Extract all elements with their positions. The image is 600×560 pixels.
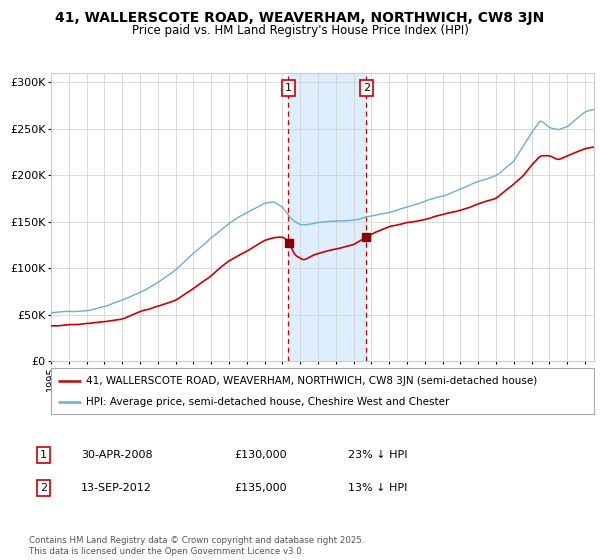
Text: 41, WALLERSCOTE ROAD, WEAVERHAM, NORTHWICH, CW8 3JN (semi-detached house): 41, WALLERSCOTE ROAD, WEAVERHAM, NORTHWI… xyxy=(86,376,538,386)
Text: £135,000: £135,000 xyxy=(234,483,287,493)
Text: £130,000: £130,000 xyxy=(234,450,287,460)
Text: 2: 2 xyxy=(363,83,370,93)
Text: 23% ↓ HPI: 23% ↓ HPI xyxy=(348,450,407,460)
Text: 1: 1 xyxy=(40,450,47,460)
Text: HPI: Average price, semi-detached house, Cheshire West and Chester: HPI: Average price, semi-detached house,… xyxy=(86,397,449,407)
Bar xyxy=(289,73,366,361)
Text: 30-APR-2008: 30-APR-2008 xyxy=(81,450,152,460)
Text: 13-SEP-2012: 13-SEP-2012 xyxy=(81,483,152,493)
Text: Contains HM Land Registry data © Crown copyright and database right 2025.
This d: Contains HM Land Registry data © Crown c… xyxy=(29,536,364,556)
Text: 2: 2 xyxy=(40,483,47,493)
Text: 13% ↓ HPI: 13% ↓ HPI xyxy=(348,483,407,493)
Text: Price paid vs. HM Land Registry's House Price Index (HPI): Price paid vs. HM Land Registry's House … xyxy=(131,24,469,36)
Text: 1: 1 xyxy=(285,83,292,93)
Text: 41, WALLERSCOTE ROAD, WEAVERHAM, NORTHWICH, CW8 3JN: 41, WALLERSCOTE ROAD, WEAVERHAM, NORTHWI… xyxy=(55,11,545,25)
